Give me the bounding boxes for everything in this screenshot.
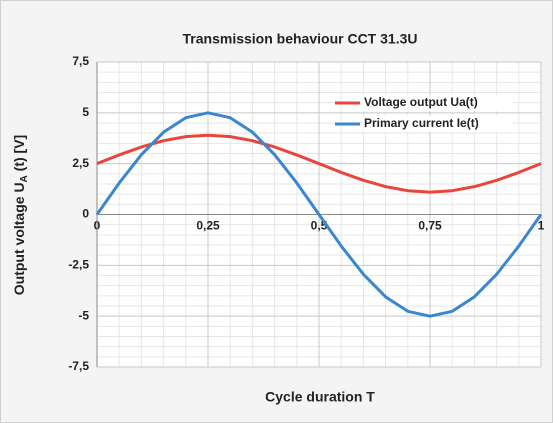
y-tick-label: 5 [82,105,89,119]
y-axis-label-subscript: A [19,175,30,182]
series-line [95,111,543,318]
y-axis-label-text: Output voltage U [11,182,27,295]
y-tick-label: -7,5 [68,359,89,373]
y-axis-label-suffix: (t) [V] [11,135,27,175]
legend-background [363,116,513,132]
x-tick-label: 0,75 [418,219,442,233]
series-line [96,133,542,194]
chart-title: Transmission behaviour CCT 31.3U [183,31,418,47]
legend-label: Voltage output Ua(t) [364,95,478,109]
x-tick-label: 0,25 [196,219,220,233]
legend-background [363,95,513,111]
x-axis-label: Cycle duration T [265,389,375,405]
y-tick-label: -5 [78,308,89,322]
legend-label: Primary current Ie(t) [364,116,479,130]
x-tick-label: 1 [538,219,545,233]
y-tick-label: 7,5 [72,54,89,68]
y-tick-label: 2,5 [72,156,89,170]
legend: Voltage output Ua(t) Primary current Ie(t… [335,95,513,132]
y-axis-label: Output voltage UA (t) [V] [11,135,30,295]
y-tick-label: -2,5 [68,258,89,272]
y-tick-label: 0 [82,207,89,221]
